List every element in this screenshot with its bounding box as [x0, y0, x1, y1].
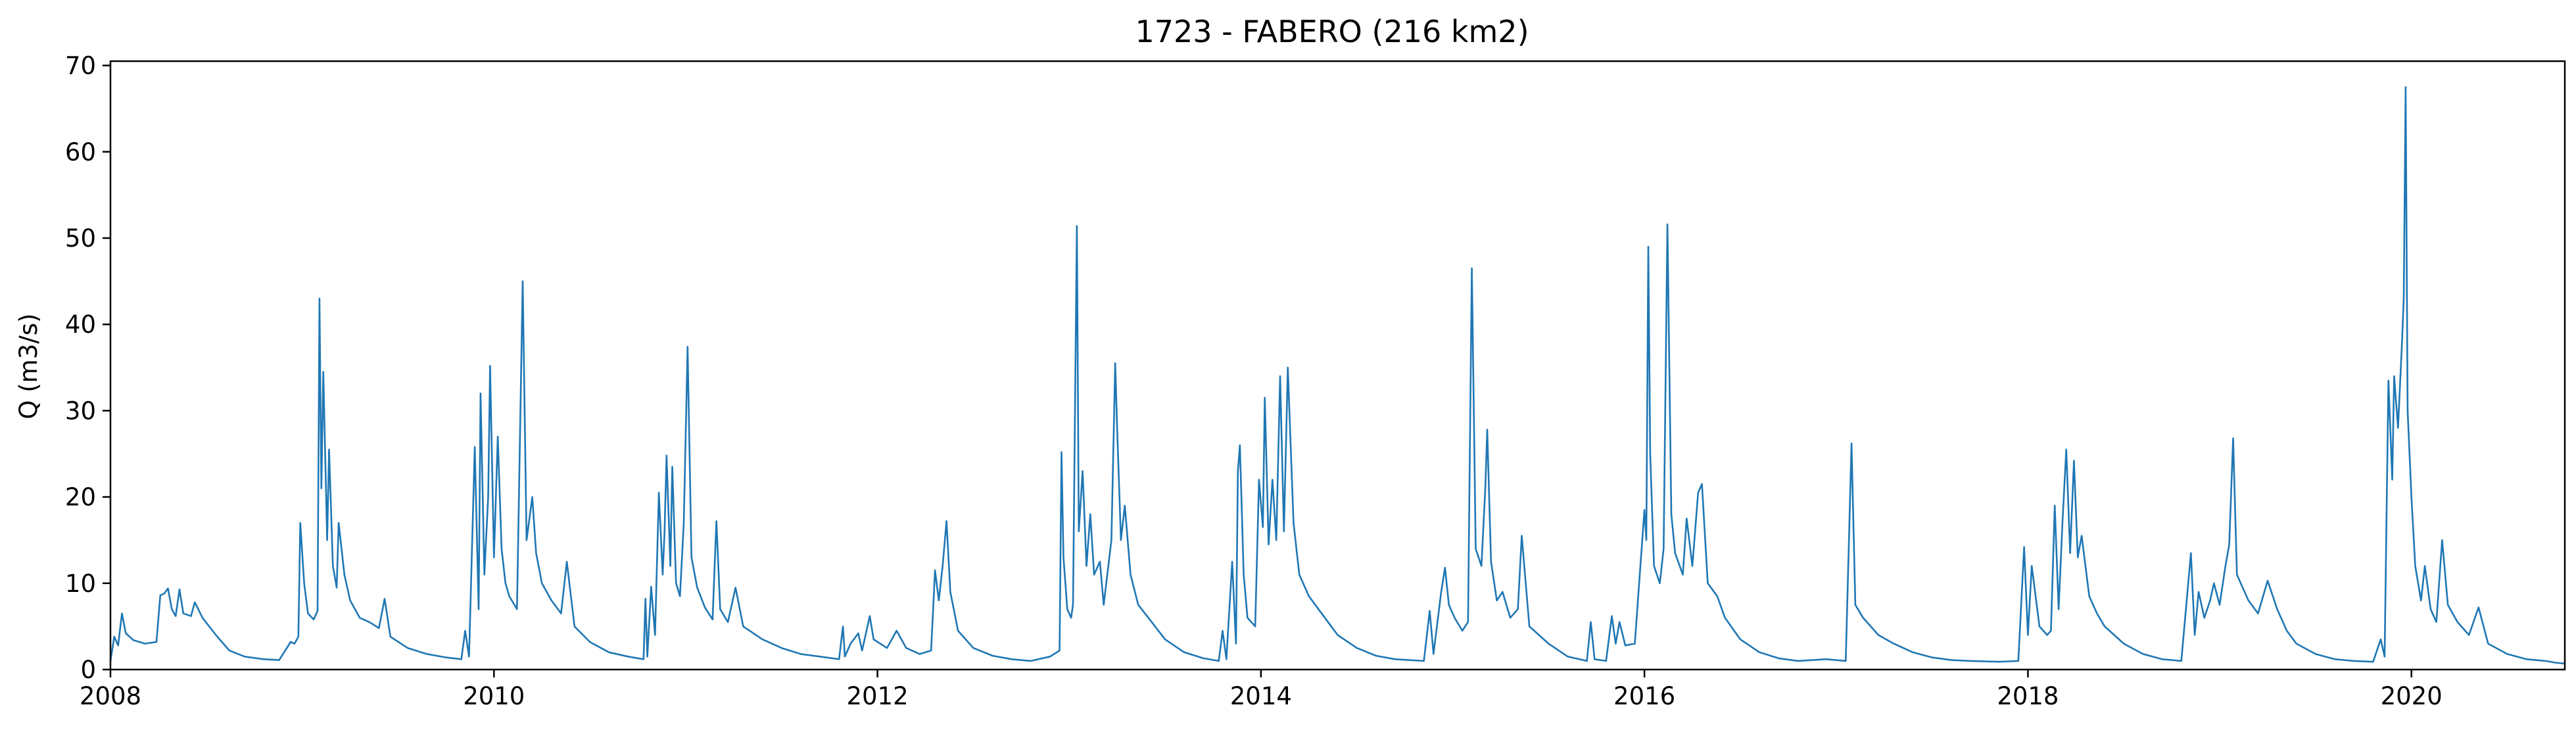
chart-title: 1723 - FABERO (216 km2)	[1135, 14, 1529, 49]
y-axis-label: Q (m3/s)	[14, 313, 43, 419]
x-tick-label: 2010	[463, 682, 525, 710]
x-tick-label: 2016	[1613, 682, 1675, 710]
y-tick-label: 30	[65, 397, 96, 425]
series-line-1	[109, 86, 2566, 665]
y-tick-label: 20	[65, 483, 96, 512]
y-axis: 0 10 20 30 40 50 60 70	[65, 52, 110, 684]
y-tick-label: 60	[65, 138, 96, 166]
y-tick-label: 70	[65, 52, 96, 80]
plot-area	[109, 86, 2566, 665]
x-tick-label: 2020	[2381, 682, 2443, 710]
y-tick-label: 10	[65, 570, 96, 598]
x-axis: 2008 2010 2012 2014 2016 2018 2020	[80, 670, 2443, 710]
x-tick-label: 2018	[1997, 682, 2059, 710]
plot-frame	[109, 60, 2566, 671]
y-tick-label: 0	[80, 656, 96, 684]
y-tick-label: 40	[65, 310, 96, 339]
y-tick-label: 50	[65, 224, 96, 253]
x-tick-label: 2014	[1230, 682, 1292, 710]
x-tick-label: 2012	[846, 682, 908, 710]
x-tick-label: 2008	[80, 682, 141, 710]
